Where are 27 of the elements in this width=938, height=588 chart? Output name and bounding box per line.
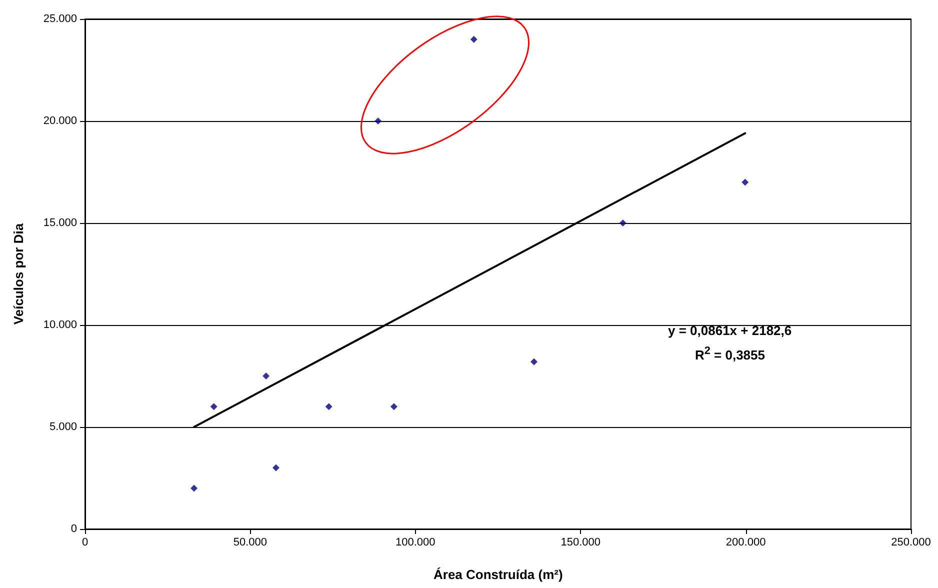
point [272,464,280,472]
x-axis-title: Área Construída (m²) [434,567,563,582]
y-tick-label: 10.000 [43,319,77,331]
y-tick-label: 0 [70,523,77,535]
x-tick-label: 100.000 [396,536,436,548]
point [530,358,538,366]
y-tick-label: 20.000 [43,115,77,127]
x-tick-label: 200.000 [726,536,766,548]
point [262,372,270,380]
point [742,178,749,186]
point [619,220,626,226]
y-axis-title: Veículos por Dia [11,222,26,325]
x-tick-label: 0 [82,536,88,548]
y-tick-label: 5.000 [49,421,77,433]
point [210,403,218,410]
point [190,484,198,492]
x-tick-label: 150.000 [560,536,600,548]
x-tick-label: 50.000 [233,536,268,548]
y-tick-label: 25.000 [43,13,77,25]
annotation: y = 0,0861x + 2182,6 [668,323,792,338]
annotation: R$^{2}$ = 0,3855 [695,345,765,362]
point [325,403,332,410]
point [470,36,478,43]
point [374,118,382,124]
point [390,403,398,410]
x-tick-label: 250.000 [891,536,931,548]
y-tick-label: 15.000 [43,217,77,229]
